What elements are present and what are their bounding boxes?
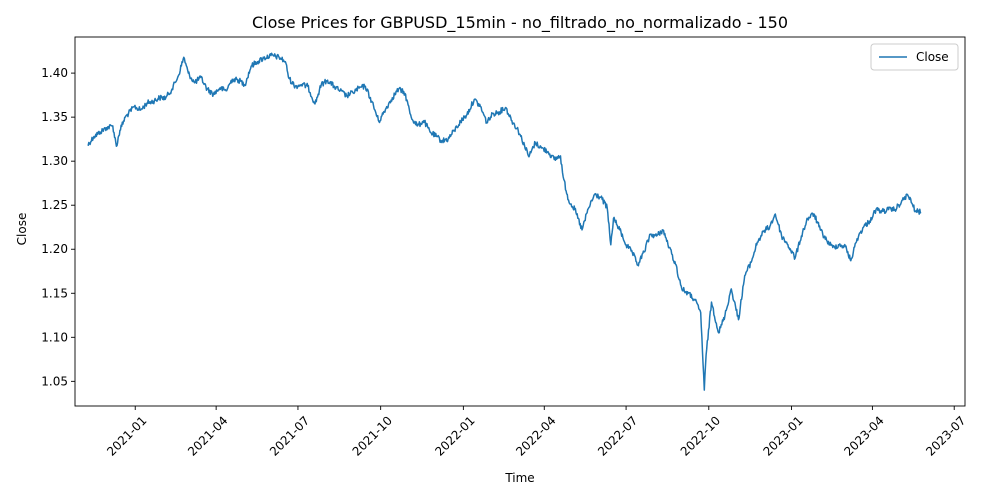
legend: Close [870,43,959,71]
y-tick-label: 1.25 [41,198,68,212]
y-tick-label: 1.10 [41,330,68,344]
axes-frame [74,36,966,407]
y-tick-label: 1.20 [41,242,68,256]
chart-title: Close Prices for GBPUSD_15min - no_filtr… [252,13,788,33]
y-tick-label: 1.40 [41,66,68,80]
series-line-close [87,52,922,391]
y-axis-title: Close [15,213,29,246]
legend-box [870,43,959,71]
plot-area [87,52,922,391]
x-axis-title: Time [504,471,534,485]
legend-label-close: Close [916,50,949,64]
y-tick-label: 1.30 [41,154,68,168]
y-tick-label: 1.35 [41,110,68,124]
y-tick-label: 1.05 [41,374,68,388]
y-tick-label: 1.15 [41,286,68,300]
